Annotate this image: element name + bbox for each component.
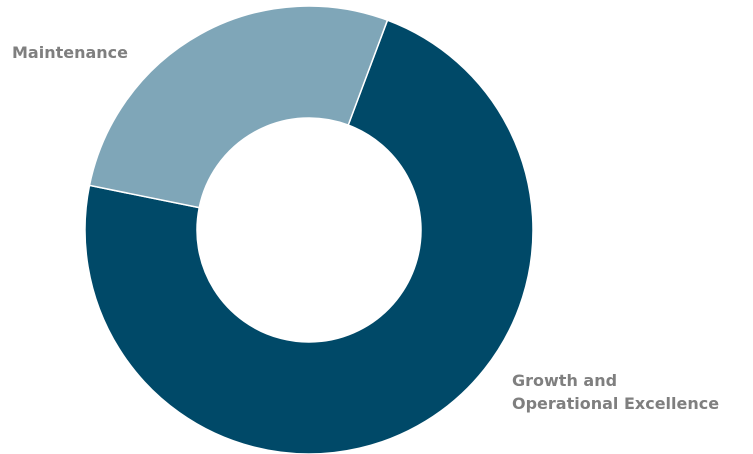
slices-layer <box>84 5 534 454</box>
slice-label-growth: Growth and Operational Excellence <box>512 371 719 413</box>
donut-slice-0 <box>84 19 534 454</box>
slice-label-growth-line-1: Growth and <box>512 371 617 390</box>
donut-slice-1 <box>88 5 389 209</box>
slice-label-growth-line-2: Operational Excellence <box>512 394 719 413</box>
slice-label-maintenance: Maintenance <box>12 43 128 62</box>
slice-label-maintenance-line-1: Maintenance <box>12 43 128 62</box>
